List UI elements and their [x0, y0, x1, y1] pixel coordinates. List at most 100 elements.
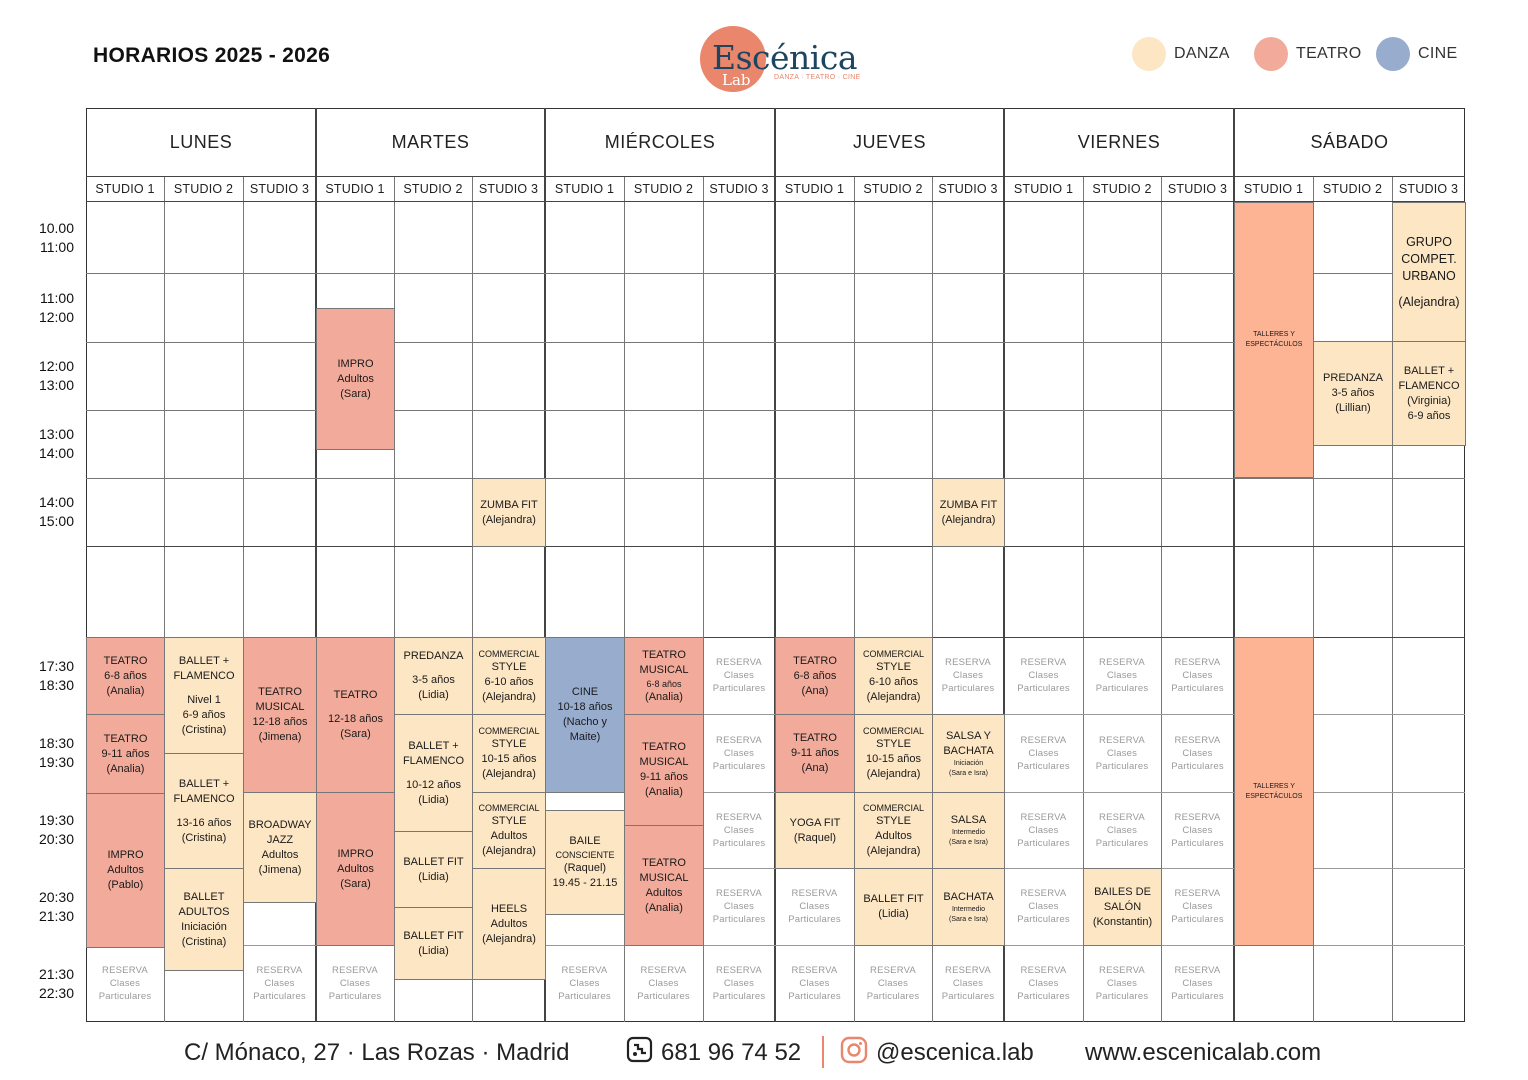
class-text-line: MUSICAL — [639, 756, 689, 768]
class-block[interactable]: BAILE CONSCIENTE (Raquel) 19.45 - 21.15 — [545, 810, 625, 915]
time-slot-label: 20:30 21:30 — [20, 888, 74, 926]
class-block[interactable]: BROADWAY JAZZ Adultos (Jimena) — [243, 792, 317, 903]
reserva-cell[interactable]: RESERVA Clases Particulares — [624, 945, 703, 1022]
class-block[interactable]: TEATRO 12-18 años (Sara) — [316, 637, 395, 793]
class-block[interactable]: COMMERCIAL STYLE 10-15 años (Alejandra) — [854, 714, 933, 793]
reserva-cell[interactable]: RESERVA Clases Particulares — [703, 792, 775, 868]
class-block[interactable]: TEATRO 9-11 años (Ana) — [775, 714, 855, 793]
class-block[interactable]: YOGA FIT (Raquel) — [775, 792, 855, 869]
class-block[interactable]: TEATRO 6-8 años (Ana) — [775, 637, 855, 715]
reserva-cell[interactable]: RESERVA Clases Particulares — [932, 637, 1004, 714]
footer-instagram[interactable]: @escenica.lab — [840, 1036, 1034, 1070]
reserva-cell[interactable]: RESERVA Clases Particulares — [1083, 792, 1161, 868]
reserva-text: RESERVA — [716, 811, 762, 823]
reserva-cell[interactable]: RESERVA Clases Particulares — [545, 945, 624, 1022]
class-block[interactable]: ZUMBA FIT (Alejandra) — [932, 478, 1005, 547]
time-slot-label: 18:30 19:30 — [20, 734, 74, 772]
class-block[interactable]: BALLET FIT (Lidia) — [394, 831, 473, 908]
class-block[interactable]: HEELS Adultos (Alejandra) — [472, 868, 546, 980]
reserva-text: Clases — [1106, 670, 1138, 681]
class-block[interactable]: TALLERES Y ESPECTÁCULOS — [1234, 637, 1314, 946]
time-end: 11:00 — [40, 239, 74, 255]
class-block[interactable]: BALLET FIT (Lidia) — [854, 868, 933, 946]
class-block[interactable]: COMMERCIAL STYLE Adultos (Alejandra) — [854, 792, 933, 869]
class-block[interactable]: COMMERCIAL STYLE Adultos (Alejandra) — [472, 792, 546, 869]
class-block[interactable]: BALLET + FLAMENCO Nivel 1 6-9 años (Cristina… — [164, 637, 244, 754]
class-block[interactable]: TEATRO MUSICAL 12-18 años (Jimena) — [243, 637, 317, 793]
class-block[interactable]: TEATRO MUSICAL 9-11 años (Analia) — [624, 714, 704, 826]
reserva-text: Clases — [723, 978, 755, 989]
class-block[interactable]: BALLET + FLAMENCO 13-16 años (Cristina) — [164, 753, 244, 869]
class-block[interactable]: BAILES DE SALÓN (Konstantin) — [1083, 868, 1162, 946]
class-block[interactable]: TEATRO MUSICAL Adultos (Analia) — [624, 825, 704, 946]
class-block[interactable]: PREDANZA 3-5 años (Lidia) — [394, 637, 473, 715]
class-block[interactable]: SALSA Intermedio (Sara e Isra) — [932, 792, 1005, 869]
class-block[interactable]: BACHATA Intermedio (Sara e Isra) — [932, 868, 1005, 946]
class-block[interactable]: IMPRO Adultos (Pablo) — [86, 793, 165, 948]
reserva-cell[interactable]: RESERVA Clases Particulares — [703, 868, 775, 945]
reserva-cell[interactable]: RESERVA Clases Particulares — [703, 714, 775, 792]
class-text-line: (Alejandra) — [1398, 294, 1460, 309]
class-block[interactable]: TEATRO 6-8 años (Analia) — [86, 637, 165, 715]
reserva-cell[interactable]: RESERVA Clases Particulares — [932, 945, 1004, 1022]
class-text-line: STYLE — [491, 815, 527, 827]
class-text-line: (Analia) — [645, 690, 683, 703]
class-block[interactable]: IMPRO Adultos (Sara) — [316, 792, 395, 946]
reserva-cell[interactable]: RESERVA Clases Particulares — [854, 945, 932, 1022]
reserva-text: Particulares — [1017, 683, 1070, 694]
class-block[interactable]: PREDANZA 3-5 años (Lillian) — [1313, 341, 1393, 446]
reserva-cell[interactable]: RESERVA Clases Particulares — [243, 945, 316, 1022]
reserva-cell[interactable]: RESERVA Clases Particulares — [1004, 637, 1083, 714]
reserva-cell[interactable]: RESERVA Clases Particulares — [703, 945, 775, 1022]
reserva-cell[interactable]: RESERVA Clases Particulares — [1004, 868, 1083, 945]
reserva-cell[interactable]: RESERVA Clases Particulares — [1004, 714, 1083, 792]
class-block[interactable]: COMMERCIAL STYLE 6-10 años (Alejandra) — [854, 637, 933, 715]
class-block[interactable]: SALSA Y BACHATA Iniciación (Sara e Isra) — [932, 714, 1005, 793]
reserva-text: Particulares — [253, 991, 306, 1002]
class-block[interactable]: TEATRO 9-11 años (Analia) — [86, 714, 165, 794]
class-text-line: 6-8 años — [104, 669, 147, 682]
reserva-cell[interactable]: RESERVA Clases Particulares — [703, 637, 775, 714]
class-block[interactable]: BALLET FIT (Lidia) — [394, 907, 473, 980]
footer-phone[interactable]: 681 96 74 52 — [626, 1036, 801, 1070]
class-text-line: (Cristina) — [181, 723, 227, 736]
reserva-cell[interactable]: RESERVA Clases Particulares — [316, 945, 394, 1022]
class-text-line: TEATRO — [642, 856, 686, 869]
class-block[interactable]: TEATRO MUSICAL 6-8 años (Analia) — [624, 637, 704, 715]
reserva-text: RESERVA — [1174, 888, 1221, 899]
footer-website[interactable]: www.escenicalab.com — [1085, 1039, 1322, 1066]
reserva-cell[interactable]: RESERVA Clases Particulares — [1004, 945, 1083, 1022]
reserva-cell[interactable]: RESERVA Clases Particulares — [1161, 637, 1234, 714]
class-text-line: COMMERCIAL — [478, 803, 540, 813]
reserva-cell[interactable]: RESERVA Clases Particulares — [1083, 637, 1161, 714]
class-block[interactable]: CINE 10-18 años (Nacho y Maite) — [545, 637, 625, 793]
class-block[interactable]: IMPRO Adultos (Sara) — [316, 308, 395, 450]
reserva-cell[interactable]: RESERVA Clases Particulares — [1161, 868, 1234, 945]
reserva-text: Clases — [1028, 670, 1059, 681]
class-block[interactable]: BALLET + FLAMENCO (Virginia) 6-9 años — [1392, 341, 1466, 446]
class-text-line: FLAMENCO — [173, 669, 235, 682]
reserva-cell[interactable]: RESERVA Clases Particulares — [1161, 792, 1234, 868]
class-text-line: (Alejandra) — [482, 768, 536, 780]
reserva-cell[interactable]: RESERVA Clases Particulares — [775, 868, 854, 945]
class-block[interactable]: COMMERCIAL STYLE 10-15 años (Alejandra) — [472, 714, 546, 793]
class-block[interactable]: TALLERES Y ESPECTÁCULOS — [1234, 202, 1314, 478]
class-block[interactable]: COMMERCIAL STYLE 6-10 años (Alejandra) — [472, 637, 546, 715]
class-text-line: 6-9 años — [1407, 409, 1451, 422]
class-block[interactable]: BALLET + FLAMENCO 10-12 años (Lidia) — [394, 714, 473, 832]
reserva-cell[interactable]: RESERVA Clases Particulares — [1004, 792, 1083, 868]
class-block[interactable]: ZUMBA FIT (Alejandra) — [472, 478, 546, 547]
reserva-cell[interactable]: RESERVA Clases Particulares — [1083, 945, 1161, 1022]
studio-header: STUDIO 1 — [554, 182, 615, 196]
class-block[interactable]: GRUPO COMPET. URBANO (Alejandra) — [1392, 202, 1466, 342]
reserva-cell[interactable]: RESERVA Clases Particulares — [1083, 714, 1161, 792]
reserva-cell[interactable]: RESERVA Clases Particulares — [1161, 714, 1234, 792]
reserva-text: Particulares — [712, 991, 766, 1002]
reserva-cell[interactable]: RESERVA Clases Particulares — [86, 945, 164, 1022]
reserva-text: RESERVA — [716, 965, 762, 976]
reserva-cell[interactable]: RESERVA Clases Particulares — [775, 945, 854, 1022]
class-block[interactable]: BALLET ADULTOS Iniciación (Cristina) — [164, 868, 244, 971]
reserva-text: Clases — [339, 978, 371, 989]
reserva-cell[interactable]: RESERVA Clases Particulares — [1161, 945, 1234, 1022]
class-text-line: STYLE — [491, 738, 527, 750]
